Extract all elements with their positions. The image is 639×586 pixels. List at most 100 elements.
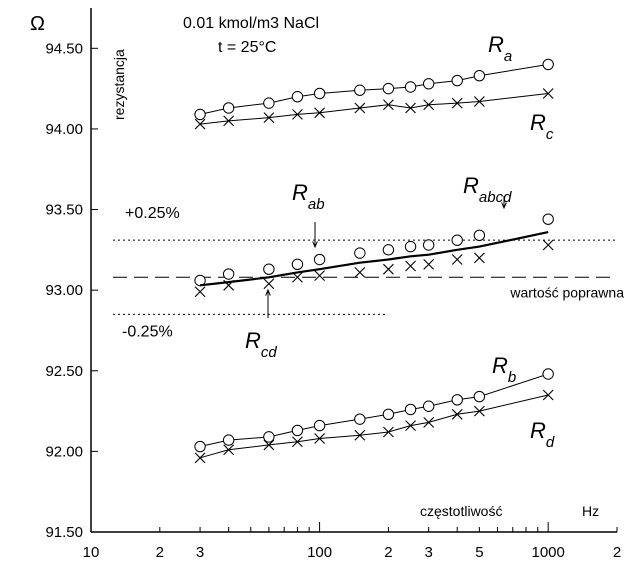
x-tick-label: 100 [307,544,332,561]
series-line [199,63,549,115]
series-c: Rc [194,88,554,143]
x-unit: Hz [582,503,599,519]
x-axis-label: częstotliwość [420,503,502,519]
axes: 91.50 92.00 92.50 93.00 93.50 94.00 94.50 10 2 3 1… [45,8,621,561]
data-point [382,244,395,256]
series-line [199,394,549,459]
data-point [222,268,235,280]
series-label-sub: cd [261,344,278,361]
data-point [194,118,206,130]
series-line [200,93,549,125]
data-point [313,87,326,100]
series-label-name: R [530,110,546,135]
data-point [263,112,275,124]
x-tick-label: 2 [384,544,392,561]
data-point [451,408,463,420]
x-tick-label: 2 [156,544,164,561]
y-tick-label: 91.50 [45,524,83,541]
series-label-name: R [488,32,504,57]
y-tick-label: 93.00 [45,282,83,299]
arrow-rabcd-head [501,202,507,210]
data-point [263,278,275,290]
data-point [382,82,395,95]
data-point [314,433,325,444]
data-point [292,109,303,120]
series-a: Ra [194,32,554,121]
y-unit: Ω [30,13,45,35]
series-label: Rb [492,353,516,386]
series-d: Rd [194,389,555,464]
series-ab: Rab [194,180,554,287]
series-label-name: R [292,180,308,205]
y-axis-label: rezystancja [111,49,127,120]
data-point [422,400,435,412]
data-point [405,420,416,431]
data-point [263,431,275,443]
data-point [194,108,206,121]
series-cd: Rcd [194,239,554,361]
series-label: Ra [488,32,512,65]
series-b: Rb [194,353,554,453]
data-point [194,286,206,298]
series-label: Rabcd [463,173,512,206]
data-point [222,434,235,446]
data-point [473,70,486,82]
data-point [314,270,325,282]
series-label-sub: c [546,126,554,143]
x-tick-label: 3 [424,544,432,561]
x-tick-label: 1000 [531,544,564,561]
y-tick-label: 94.00 [45,121,83,138]
y-tick-label: 92.50 [45,363,83,380]
series-label-name: R [463,173,479,198]
chart-subtitle: t = 25°C [218,39,276,56]
data-point [291,90,304,103]
data-point [354,102,366,114]
data-point [354,267,366,278]
data-point [383,263,394,275]
data-point [422,78,435,90]
data-point [313,419,326,432]
data-point [223,444,235,456]
arrow-rab-head [312,241,318,249]
data-point [404,403,417,416]
data-point [354,247,366,259]
series-line [199,231,549,287]
data-point [292,436,303,448]
data-point [263,263,275,275]
data-point [473,390,486,403]
data-point [194,440,206,453]
x-tick-label: 2 [613,544,621,561]
data-point [194,452,206,464]
series-label-sub: b [508,369,516,386]
x-tick-label: 5 [475,544,483,561]
data-point [354,413,366,425]
series-abcd: Rabcd [199,173,549,287]
data-point [473,405,485,417]
data-point [382,408,395,421]
series-label: Rd [530,418,555,451]
data-point [542,239,554,251]
data-point [263,97,275,109]
data-point [291,424,304,437]
data-point [314,107,325,119]
data-point [222,102,235,114]
data-point [291,258,304,271]
series-line [199,373,549,447]
data-point [542,213,554,225]
data-point [383,426,394,438]
data-point [405,260,416,272]
series-label: Rcd [245,328,277,361]
x-tick-label: 10 [83,544,100,561]
data-point [383,99,394,111]
data-point [223,115,235,127]
series-label-name: R [530,418,546,443]
reference-label: +0.25% [125,205,180,222]
reference-lines: +0.25% wartość poprawna -0.25% [113,205,624,340]
y-tick-label: 92.00 [45,443,83,460]
y-tick-label: 93.50 [45,202,83,219]
y-tick-label: 94.50 [45,40,83,57]
data-point [313,253,326,266]
series-label-sub: a [504,48,512,65]
data-point [194,274,206,287]
